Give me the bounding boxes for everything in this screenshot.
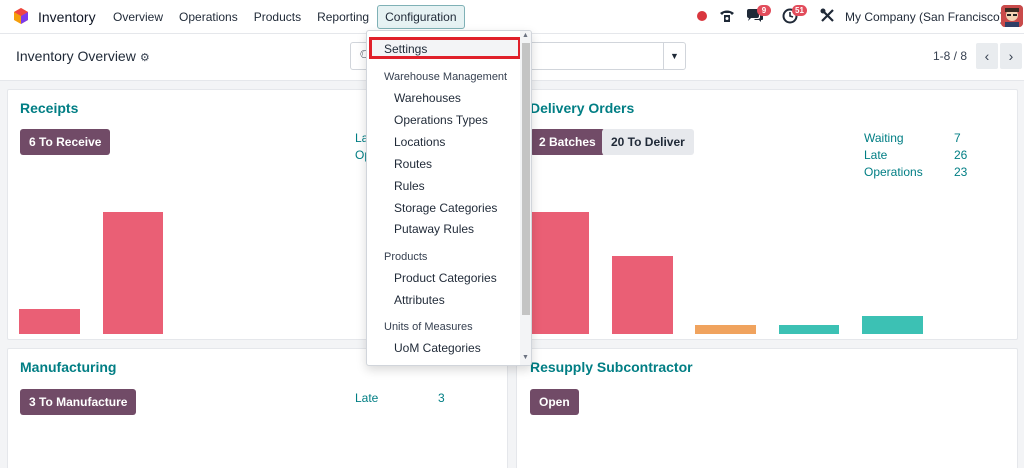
pager-value[interactable]: 1-8 / 8 (933, 49, 968, 63)
scroll-up-icon[interactable]: ▲ (522, 32, 529, 39)
delivery-chart-bar[interactable] (612, 256, 673, 334)
main-menu: Overview Operations Products Reporting C… (105, 5, 465, 29)
delivery-chart-bar[interactable] (695, 325, 756, 334)
page-title: Inventory Overview ⚙ (16, 48, 150, 64)
delivery-chart-bar[interactable] (529, 212, 589, 334)
dropdown-header-products: Products (384, 251, 428, 263)
search-options-caret-icon[interactable]: ▼ (663, 43, 685, 69)
manufacturing-late-value[interactable]: 3 (438, 391, 445, 405)
dropdown-item-routes[interactable]: Routes (394, 157, 433, 171)
menu-operations[interactable]: Operations (179, 10, 238, 24)
pager-next-button[interactable]: › (1000, 43, 1022, 69)
menu-overview[interactable]: Overview (113, 10, 164, 24)
scroll-down-icon[interactable]: ▼ (522, 354, 529, 361)
page-title-text: Inventory Overview (16, 48, 136, 64)
chevron-right-icon: › (1008, 48, 1014, 64)
manufacturing-card: Manufacturing 3 To Manufacture Late 3 (7, 348, 508, 468)
to-receive-button[interactable]: 6 To Receive (20, 129, 111, 155)
dropdown-item-locations[interactable]: Locations (394, 135, 446, 149)
dropdown-header-uom: Units of Measures (384, 321, 473, 333)
phone-icon[interactable] (718, 8, 736, 24)
dropdown-item-rules[interactable]: Rules (394, 179, 425, 193)
activities-badge: 51 (792, 5, 807, 16)
menu-configuration[interactable]: Configuration (377, 5, 465, 29)
delivery-operations-value[interactable]: 23 (954, 165, 968, 179)
delivery-operations-label[interactable]: Operations (864, 165, 923, 179)
user-avatar[interactable] (1001, 5, 1023, 27)
status-dot-icon[interactable] (697, 11, 707, 21)
to-deliver-button[interactable]: 20 To Deliver (602, 129, 694, 155)
open-button[interactable]: Open (530, 389, 579, 415)
dropdown-scrollbar[interactable]: ▲ ▼ (520, 31, 531, 365)
activity-clock-icon[interactable] (782, 8, 800, 24)
settings-highlight-box[interactable] (369, 37, 521, 59)
top-navbar: Inventory Overview Operations Products R… (0, 0, 1024, 33)
dropdown-item-product-categories[interactable]: Product Categories (394, 271, 497, 285)
batches-button[interactable]: 2 Batches (530, 129, 605, 155)
receipts-chart-bar[interactable] (19, 309, 80, 334)
dropdown-item-uom-categories[interactable]: UoM Categories (394, 341, 481, 355)
delivery-waiting-value[interactable]: 7 (954, 131, 961, 145)
receipts-chart-bar[interactable] (103, 212, 163, 334)
to-manufacture-button[interactable]: 3 To Manufacture (20, 389, 137, 415)
configuration-dropdown: Settings Warehouse Management Warehouses… (366, 30, 532, 366)
manufacturing-late-label[interactable]: Late (355, 391, 379, 405)
delivery-orders-title[interactable]: Delivery Orders (530, 100, 635, 116)
dropdown-item-settings[interactable]: Settings (384, 42, 428, 56)
menu-reporting[interactable]: Reporting (317, 10, 370, 24)
manufacturing-title[interactable]: Manufacturing (20, 359, 117, 375)
chevron-left-icon: ‹ (984, 48, 990, 64)
delivery-orders-card: Delivery Orders 2 Batches 20 To Deliver … (516, 89, 1018, 340)
dropdown-header-warehouse: Warehouse Management (384, 71, 508, 83)
delivery-late-label[interactable]: Late (864, 148, 888, 162)
messages-badge: 9 (757, 5, 771, 16)
tools-icon[interactable] (819, 8, 837, 24)
resupply-subcontractor-card: Resupply Subcontractor Open (516, 348, 1018, 468)
delivery-late-value[interactable]: 26 (954, 148, 968, 162)
receipts-late-label[interactable]: La (355, 131, 369, 145)
inventory-logo-icon[interactable] (13, 8, 29, 24)
avatar-face-icon (1001, 5, 1023, 27)
menu-products[interactable]: Products (253, 10, 302, 24)
scrollbar-thumb[interactable] (522, 43, 530, 315)
dropdown-item-operations-types[interactable]: Operations Types (394, 113, 488, 127)
dropdown-item-attributes[interactable]: Attributes (394, 293, 445, 307)
pager-prev-button[interactable]: ‹ (976, 43, 998, 69)
delivery-chart-bar[interactable] (779, 325, 839, 334)
delivery-waiting-label[interactable]: Waiting (864, 131, 904, 145)
delivery-chart-bar[interactable] (862, 316, 923, 334)
receipts-title[interactable]: Receipts (20, 100, 79, 116)
dropdown-item-putaway-rules[interactable]: Putaway Rules (394, 222, 475, 236)
dropdown-item-storage-categories[interactable]: Storage Categories (394, 201, 498, 215)
resupply-subcontractor-title[interactable]: Resupply Subcontractor (530, 359, 693, 375)
company-switcher[interactable]: My Company (San Francisco) (845, 10, 1004, 24)
app-name[interactable]: Inventory (38, 9, 96, 25)
dropdown-item-warehouses[interactable]: Warehouses (394, 91, 461, 105)
gear-icon[interactable]: ⚙ (139, 52, 150, 64)
